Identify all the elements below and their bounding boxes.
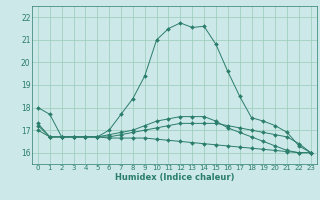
X-axis label: Humidex (Indice chaleur): Humidex (Indice chaleur) xyxy=(115,173,234,182)
